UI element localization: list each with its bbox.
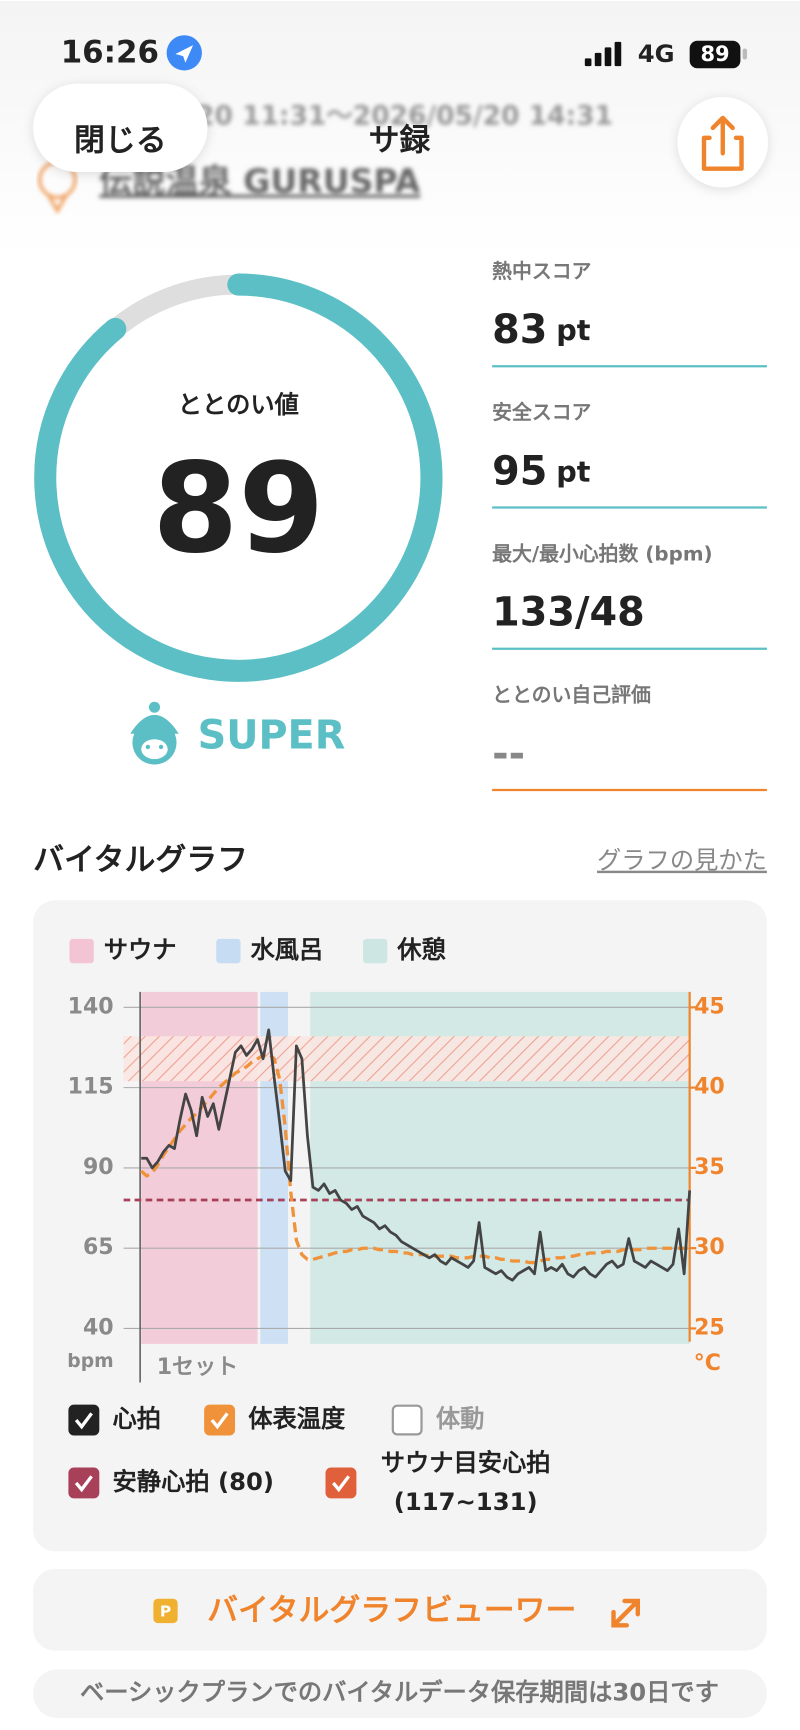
stat-number: 95 bbox=[492, 448, 547, 494]
close-label[interactable]: 閉じる bbox=[74, 123, 167, 159]
battery-level: 89 bbox=[700, 42, 729, 66]
gauge-arc bbox=[34, 273, 443, 682]
badge-bg bbox=[153, 1598, 178, 1624]
location-icon bbox=[166, 35, 202, 71]
viewer-button[interactable] bbox=[33, 1569, 767, 1651]
y-tick-label: 140 bbox=[68, 994, 114, 1019]
stat-label: 熱中スコア bbox=[492, 260, 591, 283]
stat-value: 83 pt bbox=[492, 307, 591, 353]
share-icon[interactable] bbox=[701, 115, 744, 171]
expand-icon[interactable] bbox=[611, 1598, 640, 1628]
badge: P bbox=[160, 1603, 171, 1621]
stat-value: 95 pt bbox=[492, 448, 591, 494]
x-label: 1セット bbox=[157, 1355, 238, 1380]
legend-label: 安静心拍 (80) bbox=[113, 1467, 274, 1496]
network: 4G bbox=[638, 39, 675, 68]
chart: サウナ 水風呂 休憩 40 65 90 115 140 25 30 35 40 45 bpm °C 1セット心… bbox=[67, 935, 724, 1516]
stat-label: 安全スコア bbox=[492, 401, 591, 424]
y2-tick-label: 40 bbox=[694, 1075, 725, 1100]
legend-label: 体表温度 bbox=[248, 1404, 346, 1433]
checkbox[interactable] bbox=[204, 1404, 236, 1436]
y2-tick-label: 25 bbox=[694, 1315, 725, 1340]
status-time: 16:26 bbox=[61, 34, 159, 70]
close-button[interactable] bbox=[33, 83, 208, 173]
checkmark bbox=[331, 1475, 351, 1493]
zone-legend-swatch bbox=[216, 938, 241, 964]
battery-tip bbox=[742, 48, 748, 60]
stat-number: -- bbox=[492, 730, 525, 776]
graph-title: バイタルグラフ bbox=[33, 842, 248, 878]
legend-label: 体動 bbox=[436, 1404, 485, 1433]
y-tick-label: 65 bbox=[83, 1235, 114, 1260]
y-tick-label: 115 bbox=[68, 1075, 114, 1100]
rank: SUPER bbox=[198, 713, 346, 759]
series-line bbox=[141, 1028, 692, 1282]
y-unit: bpm bbox=[67, 1351, 113, 1372]
footer-pill bbox=[33, 1669, 767, 1718]
y2-unit: °C bbox=[694, 1351, 721, 1376]
checkmark bbox=[74, 1475, 93, 1493]
zone-legend-label: 水風呂 bbox=[250, 935, 323, 964]
checkmark bbox=[74, 1412, 93, 1430]
score-label: ととのい値 bbox=[178, 390, 299, 419]
checkmark bbox=[210, 1412, 229, 1430]
stat-unit: pt bbox=[556, 454, 591, 488]
target-band bbox=[123, 1036, 690, 1082]
stat-value: 133/48 bbox=[492, 589, 645, 635]
stat-number: 133/48 bbox=[492, 589, 645, 635]
y2-tick-label: 35 bbox=[694, 1155, 725, 1180]
page-title: サ録 bbox=[369, 123, 432, 159]
y2-tick-label: 45 bbox=[694, 994, 725, 1019]
zone-legend-label: 休憩 bbox=[396, 935, 446, 964]
y-tick-label: 40 bbox=[83, 1315, 114, 1340]
zone-legend-label: サウナ bbox=[104, 935, 177, 964]
series-line bbox=[140, 1052, 690, 1265]
score-value: 89 bbox=[152, 437, 324, 581]
legend-label: 心拍 bbox=[113, 1404, 162, 1433]
checkbox[interactable] bbox=[391, 1404, 423, 1436]
stat-label: ととのい自己評価 bbox=[492, 684, 651, 707]
stat-label: 最大/最小心拍数 (bpm) bbox=[492, 542, 712, 565]
checkbox[interactable] bbox=[68, 1467, 100, 1499]
legend-label: サウナ目安心拍 bbox=[381, 1448, 551, 1477]
y-tick-label: 90 bbox=[83, 1155, 114, 1180]
y2-tick-label: 30 bbox=[694, 1235, 725, 1260]
signal-icon bbox=[584, 41, 622, 67]
zone-legend-swatch bbox=[69, 938, 94, 964]
stat-number: 83 bbox=[492, 307, 547, 353]
viewer-label[interactable]: バイタルグラフビューワー bbox=[207, 1593, 576, 1629]
graph-help-link[interactable]: グラフの見かた bbox=[597, 846, 767, 875]
stat-value: -- bbox=[492, 730, 525, 776]
stat-unit: pt bbox=[556, 313, 591, 347]
checkbox[interactable] bbox=[68, 1404, 100, 1436]
zone-legend-swatch bbox=[363, 938, 388, 964]
checkbox[interactable] bbox=[325, 1467, 357, 1499]
battery bbox=[689, 40, 741, 69]
footer-note: ベーシックプランでのバイタルデータ保存期間は30日です bbox=[80, 1678, 719, 1707]
rank-icon bbox=[130, 701, 179, 765]
legend-label: (117~131) bbox=[394, 1487, 538, 1516]
